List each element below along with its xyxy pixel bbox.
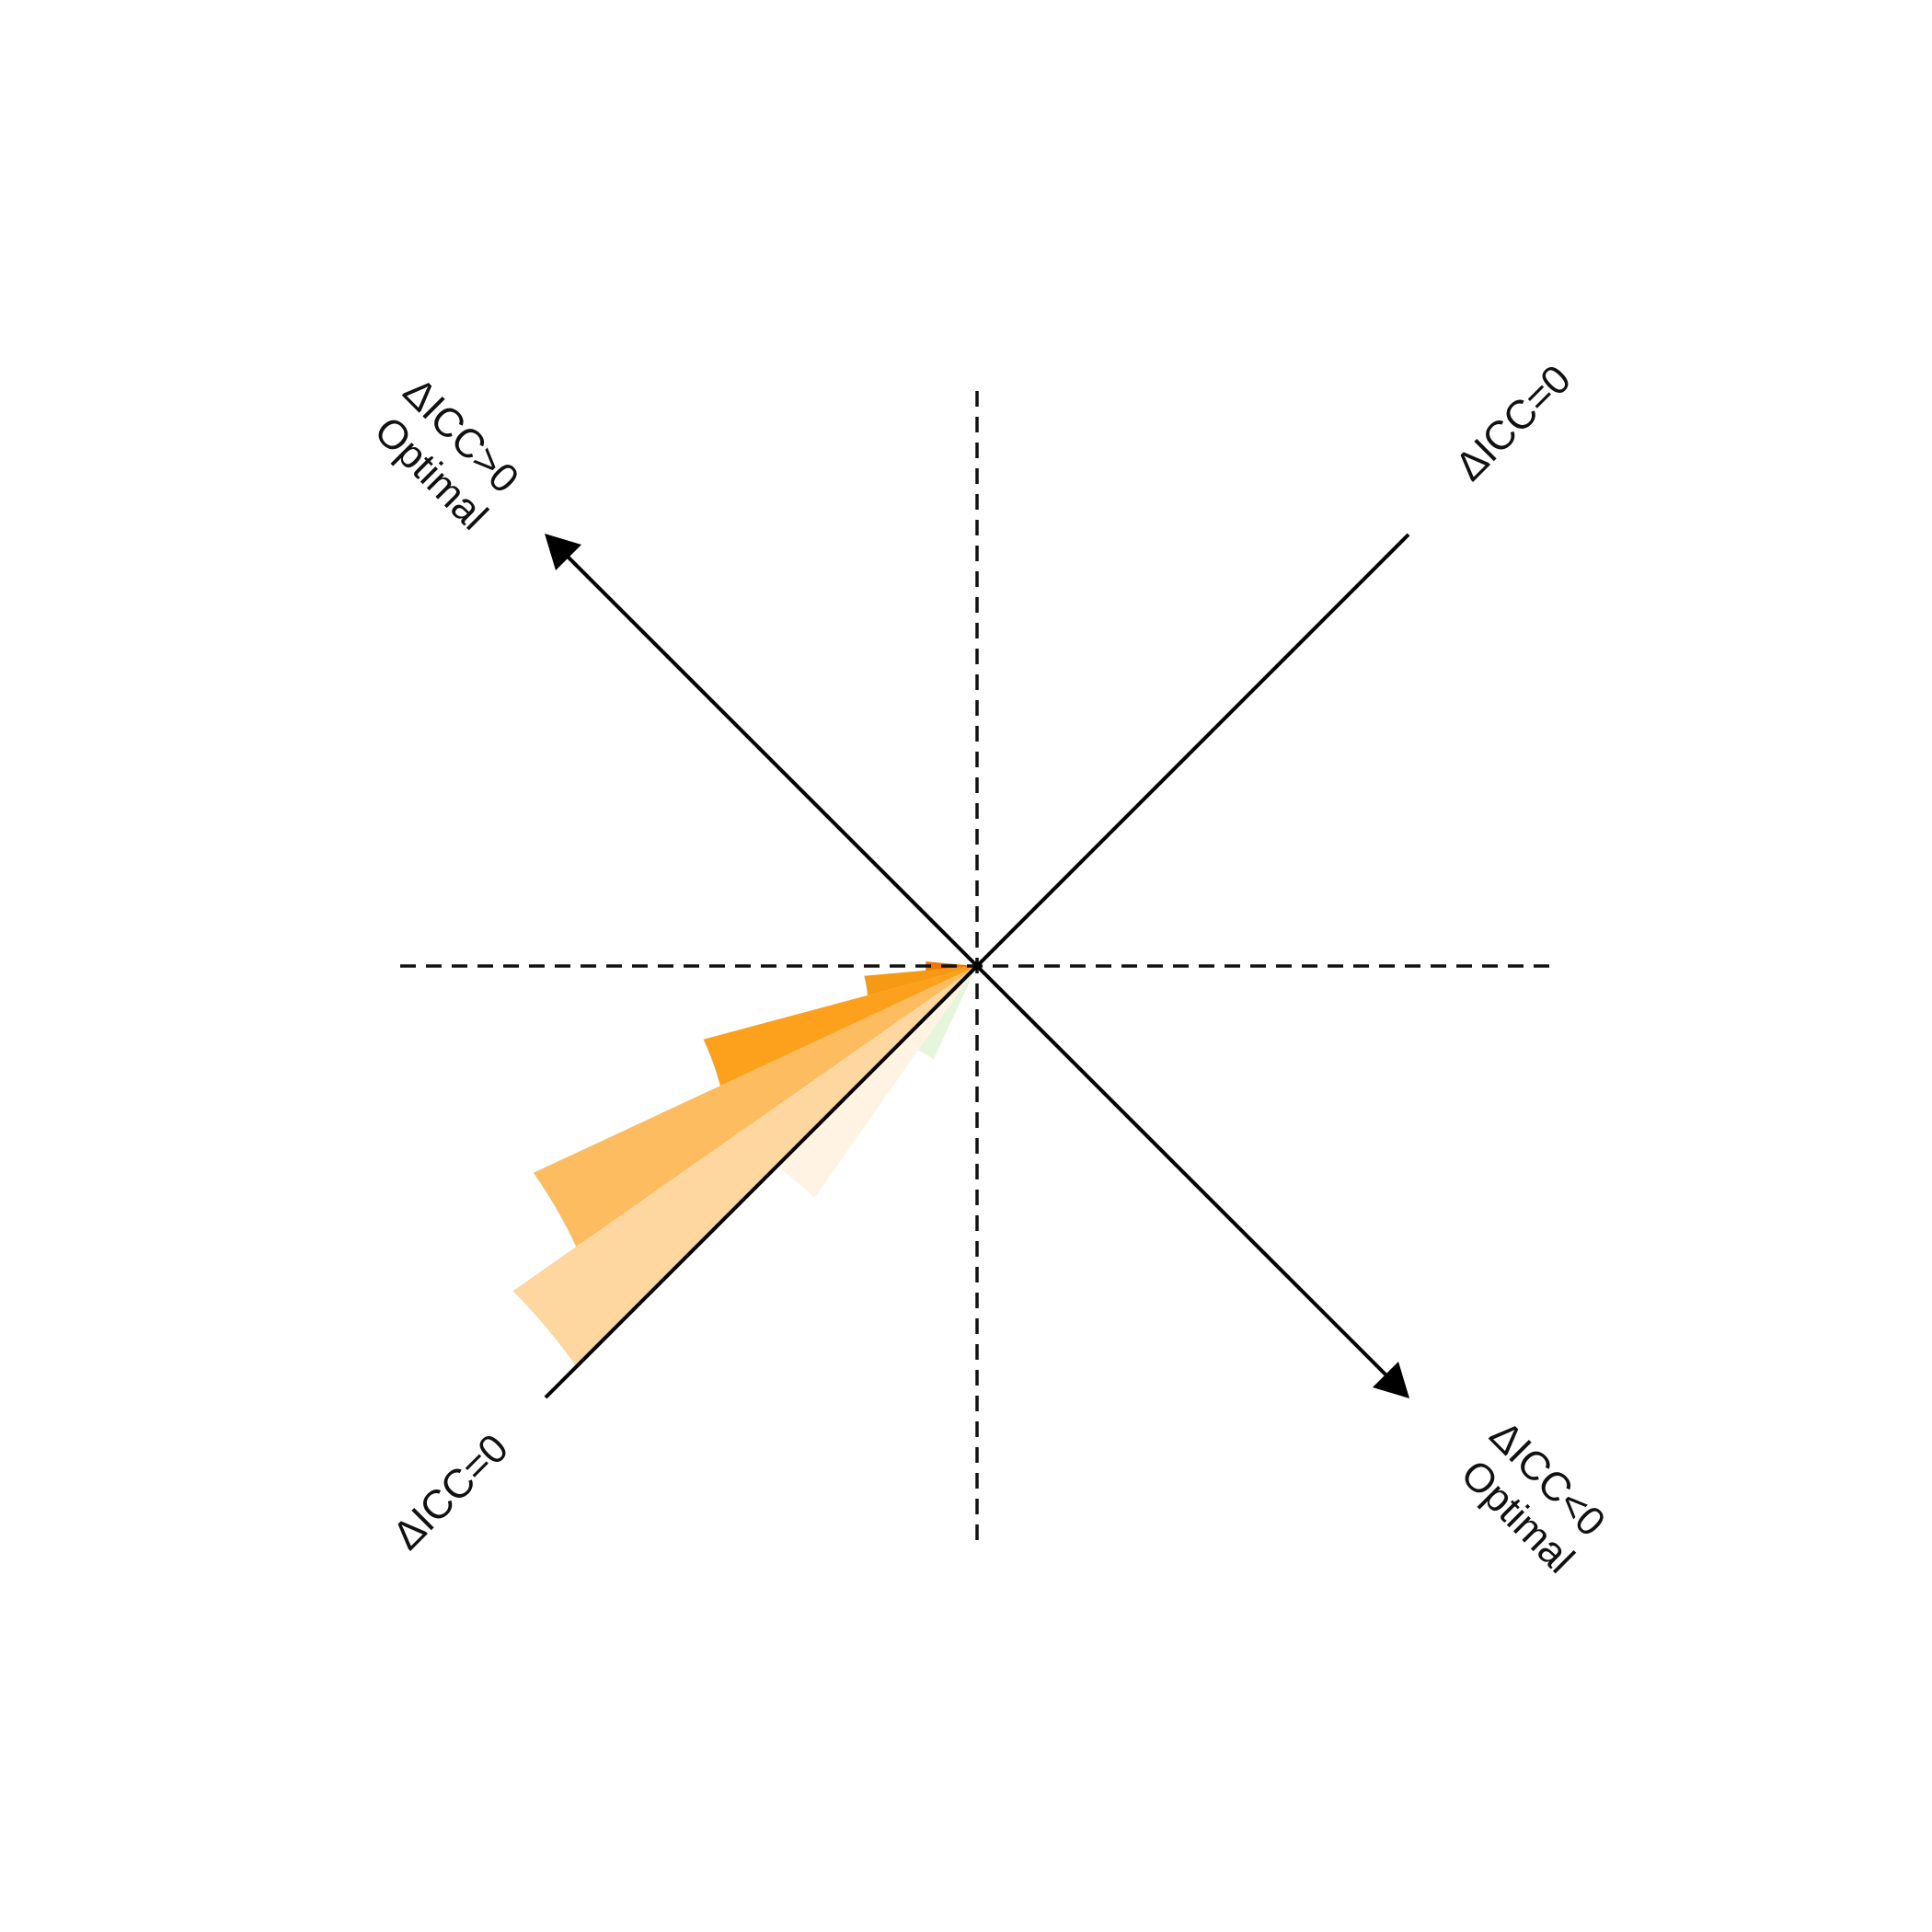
- wedge-bar-4: [512, 966, 977, 1367]
- wedge-bars: [512, 961, 977, 1367]
- wedge-bar-6: [917, 966, 977, 1060]
- wedge-bar-1: [864, 966, 977, 995]
- label-top-right: ΔICC=0: [1447, 357, 1580, 489]
- label-top-left: ΔICC>0 Optimal: [361, 369, 535, 544]
- wedge-bar-2: [703, 966, 977, 1087]
- wedge-bar-3: [533, 966, 977, 1248]
- arrowhead-lower-right-icon: [1373, 1362, 1409, 1398]
- wedge-bar-5: [776, 966, 977, 1199]
- label-bottom-left: ΔICC=0: [385, 1426, 517, 1558]
- arrow-lower-right: [975, 964, 1400, 1389]
- arrow-upper-left: [554, 543, 979, 968]
- label-bottom-right: ΔICC<0 Optimal: [1447, 1412, 1622, 1587]
- arrowhead-upper-left-icon: [545, 534, 581, 570]
